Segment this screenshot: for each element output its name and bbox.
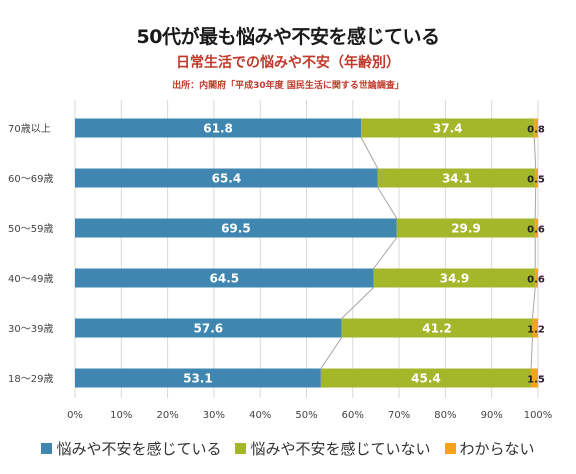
data-label: 45.4 <box>411 372 441 386</box>
x-tick-label: 60% <box>342 410 364 421</box>
bar-segment <box>396 218 536 238</box>
legend-swatch-unknown <box>444 443 456 454</box>
y-category-label: 70歳以上 <box>8 123 51 135</box>
bar-segment <box>377 168 536 188</box>
series-connector-line <box>531 287 536 319</box>
data-label: 1.5 <box>527 375 545 386</box>
x-tick-label: 100% <box>524 410 553 421</box>
x-tick-label: 80% <box>434 410 456 421</box>
data-label: 61.8 <box>203 122 233 136</box>
x-tick-label: 40% <box>249 410 271 421</box>
series-connector-line <box>360 137 379 169</box>
series-connector-line <box>341 287 374 319</box>
x-tick-label: 20% <box>156 410 178 421</box>
bar-segment <box>532 318 538 338</box>
bar-segment <box>361 118 535 138</box>
bar-segment <box>531 368 538 388</box>
data-label: 53.1 <box>183 372 213 386</box>
chart-source: 出所：内閣府「平成30年度 国民生活に関する世論調査」 <box>172 81 404 91</box>
data-label: 0.6 <box>527 225 545 236</box>
bar-segment <box>341 318 533 338</box>
data-label: 29.9 <box>451 222 481 236</box>
x-tick-label: 0% <box>67 410 83 421</box>
legend-label-unknown: わからない <box>459 440 535 458</box>
bar-segment <box>75 368 321 388</box>
y-category-label: 60～69歳 <box>8 173 53 185</box>
bar-segment <box>320 368 532 388</box>
data-label: 0.6 <box>527 275 545 286</box>
y-category-label: 50～59歳 <box>8 223 53 235</box>
bar-segment <box>535 218 538 238</box>
chart-legend: 悩みや不安を感じている 悩みや不安を感じていない わからない <box>0 438 576 459</box>
y-category-label: 18～29歳 <box>8 373 53 385</box>
series-connector-line <box>530 337 533 369</box>
series-connector-line <box>533 137 537 169</box>
legend-label-anxious: 悩みや不安を感じている <box>56 440 222 458</box>
series-connector-line <box>320 337 343 369</box>
data-label: 37.4 <box>433 122 463 136</box>
bar-segment <box>75 118 362 138</box>
legend-item-anxious: 悩みや不安を感じている <box>41 438 221 459</box>
bar-segment <box>534 118 538 138</box>
bar-segment <box>75 168 378 188</box>
data-label: 34.1 <box>442 172 472 186</box>
bar-segment <box>535 268 538 288</box>
data-label: 69.5 <box>221 222 251 236</box>
y-category-label: 30～39歳 <box>8 323 53 335</box>
legend-label-not-anxious: 悩みや不安を感じていない <box>250 440 431 458</box>
data-label: 41.2 <box>422 322 452 336</box>
series-connector-line <box>373 237 398 269</box>
data-label: 34.9 <box>440 272 470 286</box>
x-tick-label: 70% <box>388 410 410 421</box>
data-label: 1.2 <box>527 325 545 336</box>
bar-segment <box>75 268 374 288</box>
bar-segment <box>75 218 397 238</box>
bar-segment <box>373 268 536 288</box>
legend-swatch-anxious <box>41 443 53 454</box>
data-label: 0.8 <box>527 125 545 136</box>
bar-segment <box>535 168 538 188</box>
data-label: 0.5 <box>527 175 545 186</box>
x-tick-label: 90% <box>481 410 503 421</box>
y-category-label: 40～49歳 <box>8 273 53 285</box>
data-label: 57.6 <box>194 322 224 336</box>
bar-segment <box>75 318 342 338</box>
series-connector-line <box>377 187 398 219</box>
legend-item-unknown: わからない <box>444 438 535 459</box>
x-tick-label: 50% <box>295 410 317 421</box>
data-label: 65.4 <box>212 172 242 186</box>
chart-subtitle: 日常生活での悩みや不安（年齢別） <box>176 55 400 71</box>
chart-title: 50代が最も悩みや不安を感じている <box>136 26 440 48</box>
legend-swatch-not-anxious <box>235 443 247 454</box>
x-tick-label: 30% <box>203 410 225 421</box>
data-label: 64.5 <box>210 272 240 286</box>
x-tick-label: 10% <box>110 410 132 421</box>
legend-item-not-anxious: 悩みや不安を感じていない <box>235 438 431 459</box>
